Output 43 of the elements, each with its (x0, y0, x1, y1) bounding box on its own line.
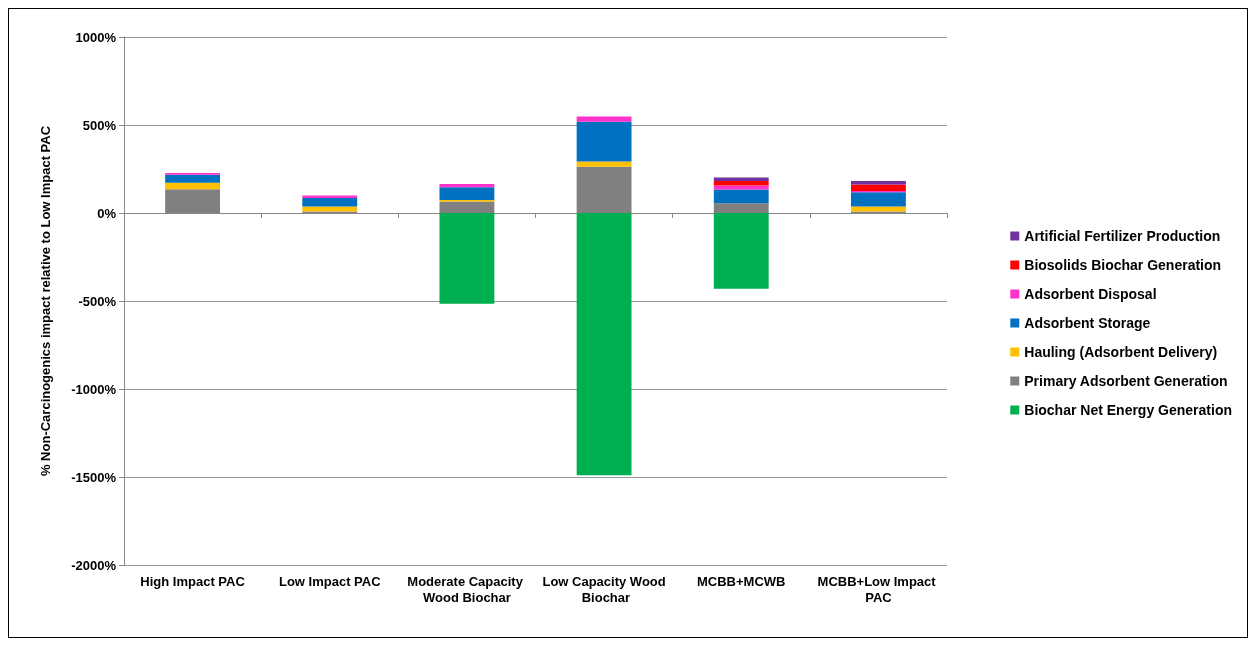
bar (713, 180, 769, 186)
bar (713, 203, 769, 213)
bar (576, 121, 632, 162)
bar (439, 213, 495, 304)
y-tick-label: 500% (82, 117, 117, 133)
y-tick-label: 0% (97, 205, 117, 221)
legend-label: Biosolids Biochar Generation (1024, 257, 1222, 273)
x-tick-label: High Impact PAC (140, 573, 246, 589)
y-tick-label: -1000% (71, 381, 117, 397)
x-tick-label: Moderate Capacity Wood Biochar (407, 573, 527, 605)
bar (576, 213, 632, 476)
bar (165, 174, 221, 183)
bar (576, 166, 632, 213)
bar (165, 182, 221, 190)
y-axis-title: % Non-Carcinogenics impact relative to Low Impact PAC (38, 125, 53, 477)
bar (439, 201, 495, 213)
x-tick-label: Low Capacity Wood Biochar (542, 573, 666, 605)
y-tick-label: 1000% (75, 29, 117, 45)
bar (439, 183, 495, 188)
bar (439, 187, 495, 200)
bar (302, 195, 358, 199)
x-tick-label: Low Impact PAC (278, 573, 382, 589)
y-tick-label: -500% (78, 293, 117, 309)
legend-label: Adsorbent Storage (1024, 315, 1151, 331)
bar (302, 206, 358, 212)
bar (850, 184, 906, 191)
bar (576, 161, 632, 167)
x-tick-label: MCBB+MCWB (697, 573, 786, 589)
bar (302, 198, 358, 207)
bar (713, 189, 769, 204)
bar (850, 192, 906, 207)
y-tick-label: -1500% (71, 469, 117, 485)
y-tick-label: -2000% (71, 557, 117, 573)
bar (713, 213, 769, 289)
bar (850, 206, 906, 212)
x-tick-label: MCBB+Low Impact PAC (817, 573, 940, 605)
legend-label: Biochar Net Energy Generation (1024, 402, 1232, 418)
bar (713, 177, 769, 181)
legend-label: Primary Adsorbent Generation (1024, 373, 1228, 389)
legend-label: Hauling (Adsorbent Delivery) (1024, 344, 1218, 360)
legend-label: Artificial Fertilizer Production (1024, 228, 1221, 244)
legend-label: Adsorbent Disposal (1024, 286, 1157, 302)
bar (576, 116, 632, 122)
